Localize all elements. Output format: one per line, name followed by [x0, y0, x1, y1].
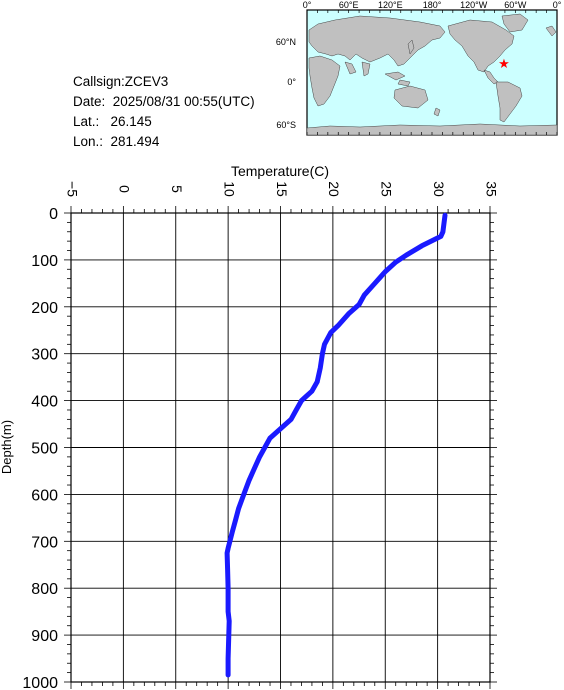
y-tick-label: 600: [31, 487, 58, 504]
map-longitude-label: 0°: [553, 0, 562, 10]
map-latitude-label: 60°S: [276, 120, 296, 130]
map-longitude-label: 120°E: [378, 0, 403, 10]
x-axis-label: Temperature(C): [231, 163, 329, 179]
x-tick-label: 0: [117, 185, 133, 193]
x-tick-label: 25: [379, 181, 395, 197]
x-tick-label: 20: [326, 181, 342, 197]
x-tick-label: −5: [64, 181, 80, 197]
world-map: 0° 60°E 120°E 180° 120°W 60°W 0° 60°N 0° 60°S ★: [276, 0, 562, 136]
float-info-block: Callsign:ZCEV3 Date: 2025/08/31 00:55(UT…: [73, 72, 255, 152]
y-tick-label: 100: [31, 253, 58, 270]
x-minor-ticks: [70, 206, 491, 689]
y-axis-label: Depth(m): [0, 420, 14, 474]
map-latitude-label: 60°N: [276, 37, 296, 47]
y-tick-label: 300: [31, 347, 58, 364]
y-tick-label: 400: [31, 394, 58, 411]
map-longitude-label: 0°: [303, 0, 312, 10]
map-longitude-label: 180°: [423, 0, 442, 10]
y-tick-label: 900: [31, 628, 58, 645]
x-tick-label: 15: [274, 181, 290, 197]
x-tick-label: 5: [169, 185, 185, 193]
date-label: Date: 2025/08/31 00:55(UTC): [73, 94, 255, 109]
y-tick-label: 500: [31, 441, 58, 458]
latitude-label: Lat.: 26.145: [73, 114, 152, 129]
map-longitude-label: 60°W: [504, 0, 527, 10]
x-tick-label: 30: [431, 181, 447, 197]
y-tick-label: 1000: [22, 675, 58, 690]
map-latitude-label: 0°: [287, 77, 296, 87]
x-tick-label: 10: [221, 181, 237, 197]
y-tick-label: 800: [31, 581, 58, 598]
y-tick-labels: 0 100 200 300 400 500 600 700 800 900 1000: [22, 206, 58, 690]
map-longitude-label: 60°E: [339, 0, 359, 10]
float-location-marker: ★: [498, 57, 510, 72]
map-left-labels: 60°N 0° 60°S: [276, 37, 297, 130]
chart-grid: [70, 212, 491, 683]
temperature-profile-line: [224, 212, 448, 678]
y-tick-label: 700: [31, 534, 58, 551]
map-frame-ticks: [306, 10, 558, 135]
y-tick-label: 0: [49, 206, 58, 223]
x-tick-labels: −5 0 5 10 15 20 25 30 35: [64, 181, 499, 197]
x-tick-label: 35: [483, 181, 499, 197]
chart-frame: [70, 212, 491, 683]
y-minor-ticks: [64, 212, 497, 683]
longitude-label: Lon.: 281.494: [73, 134, 160, 149]
callsign-label: Callsign:ZCEV3: [73, 74, 169, 89]
map-landmasses: [306, 13, 558, 136]
y-tick-label: 200: [31, 300, 58, 317]
map-longitude-label: 120°W: [460, 0, 488, 10]
map-top-labels: 0° 60°E 120°E 180° 120°W 60°W 0°: [303, 0, 562, 10]
